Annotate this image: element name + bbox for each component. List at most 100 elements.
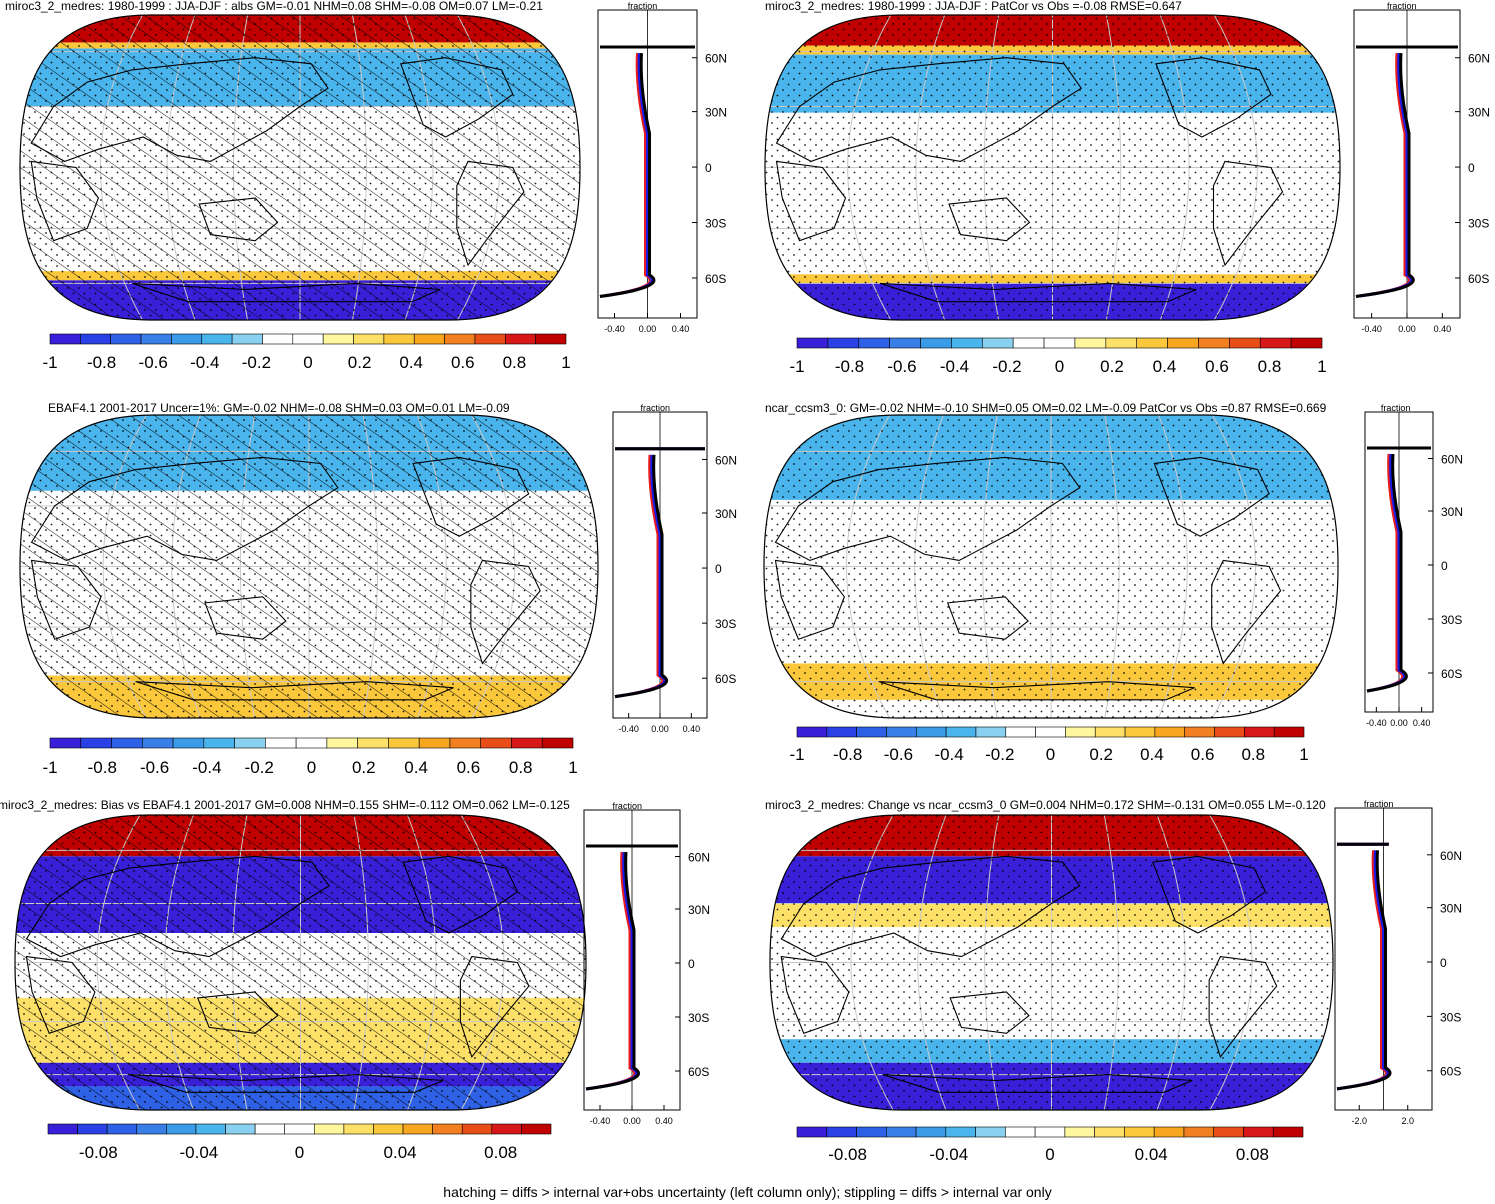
colorbar-swatch [80, 737, 112, 749]
colorbar-swatch [284, 1123, 315, 1135]
colorbar-swatch [796, 726, 828, 738]
colorbar-tick-label: -0.2 [242, 353, 271, 372]
colorbar-swatch [254, 1123, 286, 1135]
zonal-profile-x-tick-label: 0.00 [1398, 324, 1416, 334]
colorbar-tick-label: -0.2 [985, 745, 1014, 764]
colorbar-swatch [1005, 726, 1036, 738]
zonal-profile-y-tick-label: 60N [715, 453, 737, 467]
zonal-profile-line [1336, 842, 1389, 1091]
colorbar-swatch [166, 1123, 197, 1135]
zonal-profile-y-tick-label: 0 [1440, 956, 1447, 970]
zonal-profile-xlabel: fraction [1381, 403, 1411, 413]
colorbar-swatch [203, 737, 235, 749]
colorbar-tick-label: 0.4 [399, 353, 423, 372]
colorbar-swatch [1273, 726, 1305, 738]
chart-panel-5: miroc3_2_medres: Bias vs EBAF4.1 2001-20… [0, 798, 710, 1162]
colorbar-swatch [432, 1123, 463, 1135]
map-area [20, 415, 598, 718]
colorbar-tick-label: 1 [561, 353, 570, 372]
colorbar-swatch [1064, 1126, 1095, 1138]
zonal-profile-y-tick-label: 30S [1440, 1010, 1461, 1024]
colorbar-tick-label: -0.8 [88, 758, 117, 777]
colorbar-swatch [541, 737, 574, 749]
colorbar-swatch [535, 333, 567, 345]
colorbar-swatch [858, 337, 890, 349]
zonal-profile-x-tick-label: -0.40 [590, 1116, 611, 1126]
chart-title: miroc3_2_medres: 1980-1999 : JJA-DJF : a… [5, 0, 543, 13]
colorbar-swatch [885, 1126, 917, 1138]
colorbar-swatch [1154, 726, 1186, 738]
zonal-profile-y-tick-label: 30N [705, 106, 727, 120]
colorbar-swatch [313, 1123, 345, 1135]
colorbar-swatch [511, 737, 543, 749]
colorbar-swatch [418, 737, 451, 749]
zonal-profile-y-tick-label: 0 [688, 957, 695, 971]
zonal-profile-y-tick-label: 60S [715, 672, 736, 686]
colorbar-tick-label: 1 [1317, 357, 1326, 376]
colorbar-swatch [353, 333, 385, 345]
zonal-profile-x-tick-label: -0.40 [604, 324, 625, 334]
colorbar-swatch [889, 337, 921, 349]
colorbar-swatch [1183, 1126, 1215, 1138]
zonal-profile-xlabel: fraction [641, 403, 671, 413]
colorbar-swatch [80, 333, 112, 345]
map-area [770, 815, 1333, 1110]
zonal-profile-x-tick-label: 0.00 [1390, 718, 1408, 728]
chart-panel-1: miroc3_2_medres: 1980-1999 : JJA-DJF : a… [5, 0, 727, 372]
colorbar-swatch [826, 1126, 857, 1138]
colorbar-swatch [172, 737, 205, 749]
colorbar-swatch [357, 737, 389, 749]
colorbar-swatch [201, 333, 233, 345]
colorbar-tick-label: 0 [295, 1143, 304, 1162]
colorbar-swatch [106, 1123, 138, 1135]
colorbar-swatch [461, 1123, 493, 1135]
colorbar-swatch [110, 333, 142, 345]
colorbar-swatch [262, 333, 294, 345]
figure-footnote: hatching = diffs > internal var+obs unce… [443, 1184, 1052, 1200]
colorbar-swatch [383, 333, 415, 345]
zonal-profile-y-tick-label: 60N [705, 52, 727, 66]
map-outline [764, 14, 1341, 321]
colorbar-swatch [295, 737, 328, 749]
colorbar-swatch [491, 1123, 522, 1135]
zonal-profile-y-tick-label: 0 [715, 562, 722, 576]
colorbar-swatch [1105, 337, 1138, 349]
colorbar-tick-label: -0.8 [833, 745, 862, 764]
zonal-profile-x-tick-label: -0.40 [1366, 718, 1387, 728]
colorbar-swatch [796, 1126, 828, 1138]
colorbar-swatch [444, 333, 476, 345]
colorbar-swatch [1213, 1126, 1244, 1138]
hatching-overlay [15, 815, 586, 1110]
colorbar-swatch [1043, 337, 1076, 349]
colorbar-swatch [373, 1123, 404, 1135]
colorbar-swatch [141, 737, 174, 749]
colorbar-tick-label: 0.4 [1153, 357, 1177, 376]
colorbar-tick-label: -0.04 [929, 1145, 968, 1164]
chart-panel-3: EBAF4.1 2001-2017 Uncer=1%: GM=-0.02 NHM… [19, 401, 737, 777]
colorbar-swatch [1290, 337, 1323, 349]
zonal-profile-x-tick-label: -2.0 [1351, 1116, 1367, 1126]
colorbar-tick-label: -1 [42, 758, 57, 777]
colorbar-tick-label: -0.2 [992, 357, 1021, 376]
zonal-profile-y-tick-label: 60S [1468, 272, 1489, 286]
colorbar-swatch [413, 333, 445, 345]
colorbar-swatch [140, 333, 172, 345]
chart-panel-6: miroc3_2_medres: Change vs ncar_ccsm3_0 … [765, 798, 1462, 1164]
colorbar-tick-label: -0.08 [828, 1145, 867, 1164]
zonal-profile-y-tick-label: 30N [1440, 902, 1462, 916]
colorbar-tick-label: 0 [303, 353, 312, 372]
zonal-profile-y-tick-label: 0 [1441, 559, 1448, 573]
colorbar-swatch [856, 1126, 887, 1138]
colorbar-swatch [1136, 337, 1168, 349]
zonal-profile-y-tick-label: 30N [1468, 106, 1490, 120]
zonal-profile-x-tick-label: -0.40 [618, 724, 639, 734]
chart-title: EBAF4.1 2001-2017 Uncer=1%: GM=-0.02 NHM… [48, 401, 510, 415]
colorbar-tick-label: 0 [307, 758, 316, 777]
colorbar-swatch [1124, 726, 1156, 738]
colorbar-tick-label: 0 [1046, 745, 1055, 764]
colorbar-swatch [1012, 337, 1045, 349]
colorbar-swatch [915, 1126, 947, 1138]
zonal-profile-x-tick-label: 2.0 [1401, 1116, 1414, 1126]
colorbar-tick-label: 0.04 [384, 1143, 417, 1162]
colorbar-swatch [1153, 1126, 1185, 1138]
